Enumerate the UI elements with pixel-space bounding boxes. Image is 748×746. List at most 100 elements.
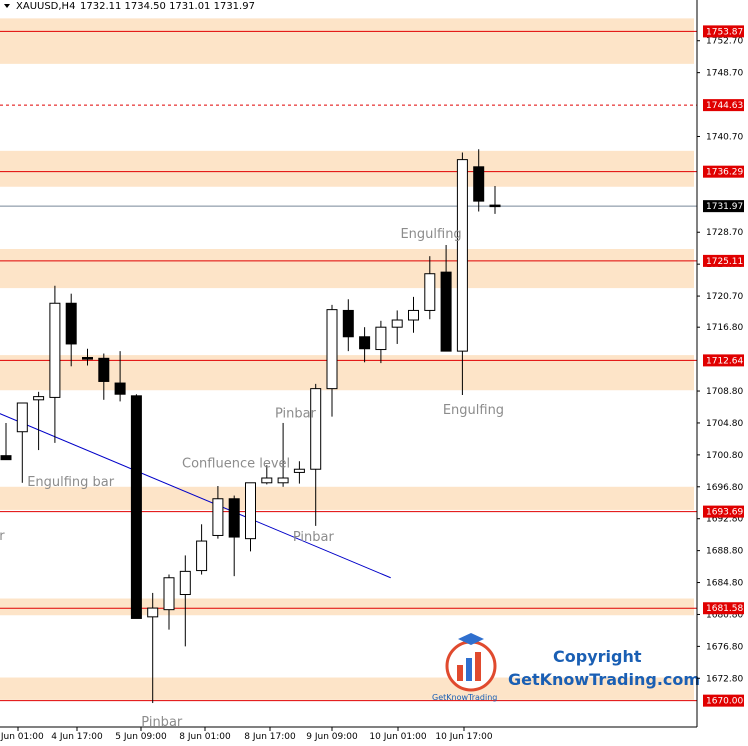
level-price-tag (703, 505, 744, 518)
price-tick-label: 1672.80 (706, 674, 743, 684)
level-price-tag-label: 1681.58 (706, 604, 743, 614)
candle-body[interactable] (114, 382, 126, 395)
logo-bar-icon (475, 652, 481, 681)
price-tick-label: 1680.80 (706, 610, 743, 620)
price-tick-label: 1748.70 (706, 69, 743, 79)
level-price-tag-label: 1670.00 (706, 697, 743, 707)
annotation-label: Engulfing (400, 227, 461, 242)
price-tick-label: 1692.80 (706, 515, 743, 525)
price-tick-label: 1688.80 (706, 547, 743, 557)
price-tick-label: 1684.80 (706, 579, 743, 589)
candle-body[interactable] (82, 357, 93, 360)
price-tick-label: 1716.80 (706, 323, 743, 333)
symbol-label: XAUUSD,H4 (16, 1, 75, 12)
annotation-label: Pinbar (275, 406, 317, 421)
candle-body[interactable] (196, 540, 208, 572)
price-tick-label: 1676.80 (706, 642, 743, 652)
candle-body[interactable] (293, 468, 305, 473)
sr-zone-2 (0, 248, 694, 289)
candle-body[interactable] (440, 271, 452, 352)
current-price-tag-label: 1731.97 (706, 202, 743, 212)
price-tick-label: 1704.80 (706, 419, 743, 429)
level-price-tag-label: 1712.64 (706, 356, 743, 366)
level-price-tag-label: 1725.11 (706, 257, 743, 267)
candle-body[interactable] (16, 402, 28, 433)
candle-body[interactable] (212, 498, 224, 536)
price-tick-label: 1720.70 (706, 292, 743, 302)
candle-body[interactable] (65, 302, 77, 345)
annotation-label: ar (0, 529, 5, 544)
candle-body[interactable] (49, 302, 61, 398)
current-price-tag (703, 200, 744, 213)
candle-body[interactable] (261, 477, 273, 484)
sr-zone-6 (0, 677, 694, 700)
candle-body[interactable] (489, 204, 501, 208)
level-price-tag-label: 1693.69 (706, 508, 743, 518)
price-tick-label: 1696.80 (706, 483, 743, 493)
candle-body[interactable] (98, 357, 110, 382)
time-tick-label: 10 Jun 17:00 (435, 732, 492, 742)
annotation-label: Engulfing bar (27, 475, 115, 490)
time-tick-label: 8 Jun 01:00 (179, 732, 231, 742)
level-price-tag (703, 254, 744, 267)
level-price-tag (703, 354, 744, 367)
time-tick-label: 9 Jun 09:00 (306, 732, 358, 742)
candle-body[interactable] (179, 570, 191, 596)
level-price-tag (703, 99, 744, 112)
candle-body[interactable] (456, 159, 468, 352)
sr-zone-0 (0, 18, 694, 64)
candle-body[interactable] (310, 388, 322, 470)
candle-body[interactable] (473, 166, 485, 202)
logo-bar-icon (457, 665, 463, 681)
price-tick-label: 1700.80 (706, 451, 743, 461)
level-price-tag (703, 25, 744, 38)
annotation-label: Confluence level (182, 457, 290, 472)
level-price-tag-label: 1753.87 (706, 27, 743, 37)
logo-bar-icon (466, 658, 472, 681)
trendline[interactable] (0, 409, 391, 579)
level-price-tag (703, 602, 744, 615)
candle-body[interactable] (326, 309, 338, 390)
watermark-site: GetKnowTrading.com (508, 670, 700, 689)
level-price-tag (703, 694, 744, 707)
time-tick-label: 5 Jun 09:00 (115, 732, 167, 742)
time-tick-label: 4 Jun 17:00 (51, 732, 103, 742)
level-price-tag-label: 1744.63 (706, 101, 743, 111)
price-tick-label: 1708.80 (706, 387, 743, 397)
sr-zone-4 (0, 486, 694, 510)
candle-body[interactable] (342, 309, 354, 338)
header-dropdown-icon[interactable] (4, 4, 10, 8)
candle-body[interactable] (359, 336, 371, 350)
time-tick-label: 3 Jun 01:00 (0, 732, 44, 742)
sr-zone-1 (0, 150, 694, 187)
candle-body[interactable] (228, 498, 240, 538)
candle-body[interactable] (277, 477, 289, 484)
sr-zone-5 (0, 598, 694, 616)
candle-body[interactable] (424, 273, 436, 311)
candle-body[interactable] (245, 482, 256, 540)
candle-body[interactable] (391, 319, 403, 328)
graduation-cap-icon (458, 633, 484, 645)
candle-body[interactable] (163, 577, 175, 611)
ohlc-readout: 1732.11 1734.50 1731.01 1731.97 (80, 1, 255, 12)
level-price-tag-label: 1736.29 (706, 168, 743, 178)
watermark-copyright: Copyright (553, 647, 642, 666)
candle-body[interactable] (375, 326, 387, 351)
price-tick-label: 1740.70 (706, 132, 743, 142)
time-tick-label: 10 Jun 01:00 (369, 732, 426, 742)
price-tick-label: 1752.70 (706, 37, 743, 47)
candle-body[interactable] (147, 607, 159, 618)
candle-body[interactable] (408, 309, 419, 321)
time-tick-label: 8 Jun 17:00 (244, 732, 296, 742)
candle-body[interactable] (0, 455, 12, 461)
price-tick-label: 1728.70 (706, 228, 743, 238)
annotation-label: Pinbar (293, 530, 335, 545)
annotation-label: Engulfing (443, 403, 504, 418)
level-price-tag (703, 165, 744, 178)
candle-body[interactable] (33, 396, 45, 401)
annotation-label: Pinbar (141, 715, 183, 730)
candle-body[interactable] (130, 395, 142, 619)
logo-text: GetKnowTrading (432, 693, 497, 702)
